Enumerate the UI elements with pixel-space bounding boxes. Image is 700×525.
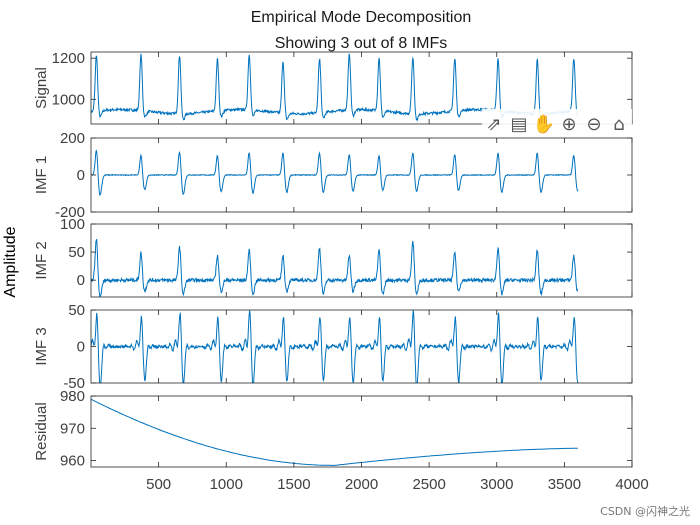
watermark: CSDN @闪神之光 (600, 504, 690, 518)
ytick-label: 100 (60, 216, 85, 233)
series-line-residual (91, 398, 578, 466)
ytick-label: -50 (63, 375, 85, 392)
subplot-imf-2: 0 50 100 IMF 2 (33, 216, 633, 298)
series-line-imf-1 (91, 149, 579, 197)
xtick-label: 1500 (277, 476, 310, 493)
ytick-label: 0 (77, 339, 85, 356)
xtick-label: 2500 (412, 476, 445, 493)
ytick-label: 980 (60, 388, 85, 405)
figure-subtitle: Showing 3 out of 8 IMFs (275, 35, 448, 52)
ytick-label: 1000 (52, 91, 85, 108)
xtick-label: 500 (146, 476, 171, 493)
ytick-label: 1200 (52, 50, 85, 67)
figure-title: Empirical Mode Decomposition (251, 9, 472, 26)
pan-icon[interactable]: ✋ (533, 113, 555, 135)
data-tips-icon[interactable]: ▤ (510, 114, 527, 135)
ytick-label: 960 (60, 453, 85, 470)
xtick-label: 2000 (345, 476, 378, 493)
series-line-imf-3 (91, 310, 579, 383)
ytick-label: 50 (68, 302, 85, 319)
panel-ylabel: Residual (33, 402, 50, 460)
ytick-label: 0 (77, 167, 85, 184)
panel-ylabel: IMF 1 (33, 156, 50, 194)
home-icon[interactable]: ⌂ (613, 114, 624, 135)
axes-toolbar: ⇗ ▤ ✋ ⊕ ⊖ ⌂ (482, 109, 632, 135)
axes-box (90, 223, 633, 298)
subplot-imf-1: -200 0 200 IMF 1 (33, 130, 633, 221)
toolbar-background (482, 109, 632, 135)
common-ylabel: Amplitude (2, 226, 19, 297)
zoom-in-icon[interactable]: ⊕ (561, 114, 576, 135)
subplot-residual: 960 970 980 Residual 500 1000 1500 2000 2500 3000… (33, 388, 649, 493)
ytick-label: 50 (68, 244, 85, 261)
panel-ylabel: IMF 2 (33, 241, 50, 279)
axes-box (90, 395, 633, 468)
zoom-out-icon[interactable]: ⊖ (586, 114, 601, 135)
xtick-label: 3000 (480, 476, 513, 493)
panel-ylabel: IMF 3 (33, 327, 50, 365)
ytick-label: 970 (60, 420, 85, 437)
ytick-label: 0 (77, 272, 85, 289)
xtick-label: 3500 (548, 476, 581, 493)
series-line-imf-2 (91, 238, 579, 297)
xtick-label: 4000 (615, 476, 648, 493)
panel-ylabel: Signal (33, 67, 50, 109)
export-icon[interactable]: ⇗ (486, 114, 501, 135)
series-line-signal (91, 53, 579, 122)
subplot-imf-3: -50 0 50 IMF 3 (33, 302, 633, 392)
ytick-label: 200 (60, 130, 85, 147)
xtick-label: 1000 (210, 476, 243, 493)
ytick-label: -200 (55, 204, 85, 221)
